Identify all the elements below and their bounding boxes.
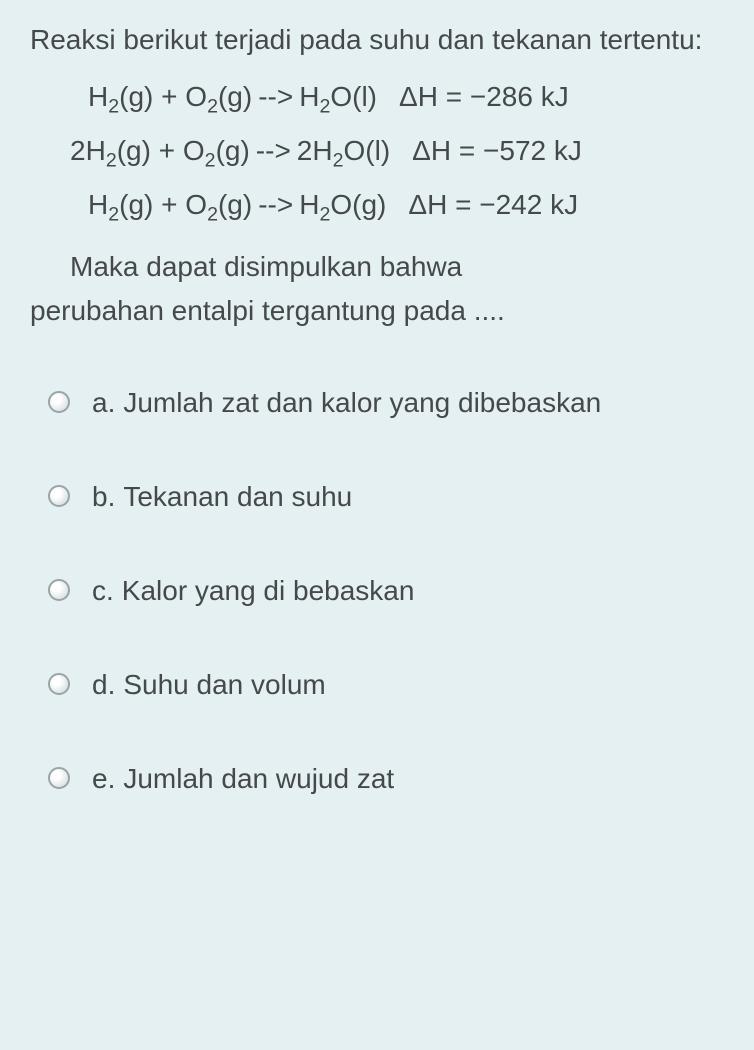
reaction-arrow: -->	[258, 83, 293, 111]
option-label: c. Kalor yang di bebaskan	[92, 570, 414, 612]
question-intro: Reaksi berikut terjadi pada suhu dan tek…	[30, 18, 724, 61]
equation-rhs: H2O(l)	[299, 83, 377, 111]
radio-icon[interactable]	[48, 673, 70, 695]
option-label: b. Tekanan dan suhu	[92, 476, 352, 518]
delta-h: ΔH = −286 kJ	[399, 83, 569, 111]
equation-1: H2(g) + O2(g) --> H2O(l) ΔH = −286 kJ	[88, 83, 724, 111]
radio-icon[interactable]	[48, 767, 70, 789]
reaction-arrow: -->	[258, 191, 293, 219]
option-b[interactable]: b. Tekanan dan suhu	[48, 476, 724, 518]
radio-icon[interactable]	[48, 391, 70, 413]
option-label: e. Jumlah dan wujud zat	[92, 758, 394, 800]
equations-block: H2(g) + O2(g) --> H2O(l) ΔH = −286 kJ 2H…	[70, 83, 724, 219]
equation-lhs: H2(g) + O2(g)	[88, 191, 252, 219]
option-a[interactable]: a. Jumlah zat dan kalor yang dibebaskan	[48, 382, 724, 424]
equation-rhs: H2O(g)	[299, 191, 386, 219]
option-d[interactable]: d. Suhu dan volum	[48, 664, 724, 706]
equation-lhs: 2H2(g) + O2(g)	[70, 137, 250, 165]
option-label: d. Suhu dan volum	[92, 664, 326, 706]
question-conclusion: Maka dapat disimpulkan bahwa perubahan e…	[30, 245, 724, 332]
option-e[interactable]: e. Jumlah dan wujud zat	[48, 758, 724, 800]
reaction-arrow: -->	[256, 137, 291, 165]
option-label: a. Jumlah zat dan kalor yang dibebaskan	[92, 382, 601, 424]
equation-2: 2H2(g) + O2(g) --> 2H2O(l) ΔH = −572 kJ	[70, 137, 724, 165]
options-list: a. Jumlah zat dan kalor yang dibebaskan …	[48, 382, 724, 800]
equation-rhs: 2H2O(l)	[297, 137, 390, 165]
equation-lhs: H2(g) + O2(g)	[88, 83, 252, 111]
equation-3: H2(g) + O2(g) --> H2O(g) ΔH = −242 kJ	[88, 191, 724, 219]
radio-icon[interactable]	[48, 485, 70, 507]
radio-icon[interactable]	[48, 579, 70, 601]
delta-h: ΔH = −572 kJ	[412, 137, 582, 165]
option-c[interactable]: c. Kalor yang di bebaskan	[48, 570, 724, 612]
quiz-container: Reaksi berikut terjadi pada suhu dan tek…	[0, 0, 754, 820]
delta-h: ΔH = −242 kJ	[408, 191, 578, 219]
